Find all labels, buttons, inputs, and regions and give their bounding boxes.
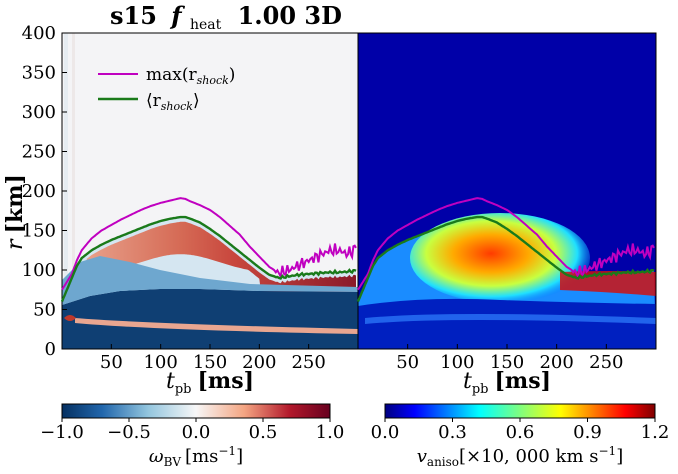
right-x-axis-label: tpb [ms] [463, 368, 551, 397]
title-f-subscript: heat [190, 17, 222, 33]
left-inner-blue-band [62, 289, 358, 349]
x-tick-label: 150 [490, 352, 524, 373]
left-x-axis-label: tpb [ms] [166, 368, 254, 397]
y-tick-label: 400 [22, 23, 56, 44]
x-tick-label: 200 [242, 352, 276, 373]
x-tick-label: 250 [291, 352, 325, 373]
y-tick-label: 150 [22, 221, 56, 242]
legend-max-shock-label: max(rshock) [146, 65, 235, 87]
colorbar-tick-label: −1.0 [40, 422, 84, 443]
title-model: s15 [110, 1, 157, 30]
right-colorbar-label: vaniso[×10, 000 km s−1] [417, 444, 623, 469]
colorbar-tick-label: 0.6 [506, 422, 535, 443]
x-tick-label: 150 [193, 352, 227, 373]
legend: max(rshock) ⟨rshock⟩ [98, 65, 235, 113]
left-colorbar: −1.0 −0.5 0.0 0.5 1.0 ωBV [ms−1] [40, 403, 344, 469]
left-early-streak [72, 33, 75, 283]
colorbar-tick-label: 0.0 [182, 422, 211, 443]
colorbar-tick-label: 1.0 [316, 422, 345, 443]
x-tick-label: 50 [100, 352, 123, 373]
right-inner-stripe [365, 314, 656, 324]
y-tick-label: 300 [22, 102, 56, 123]
x-tick-label: 50 [396, 352, 419, 373]
left-convective-region [86, 221, 356, 293]
y-tick-label: 100 [22, 260, 56, 281]
title-f-symbol: f [169, 1, 185, 30]
colorbar-tick-label: 1.2 [641, 422, 670, 443]
x-tick-label: 250 [589, 352, 623, 373]
left-colorbar-ticks: −1.0 −0.5 0.0 0.5 1.0 [40, 418, 344, 443]
y-tick-label: 250 [22, 142, 56, 163]
colorbar-tick-label: −0.5 [107, 422, 151, 443]
chart-title: s15 f heat 1.00 3D [110, 1, 342, 35]
left-panel-heatmap: max(rshock) ⟨rshock⟩ [60, 32, 359, 350]
right-max-shock-line [357, 197, 655, 291]
right-high-anisotropy-region [410, 213, 590, 303]
colorbar-tick-label: 0.0 [371, 422, 400, 443]
y-axis-ticks: 0 50 100 150 200 250 300 350 400 [22, 23, 67, 360]
right-panel-heatmap [356, 32, 657, 350]
legend-mean-shock-label: ⟨rshock⟩ [146, 91, 200, 113]
y-tick-label: 0 [45, 339, 56, 360]
left-colorbar-label: ωBV [ms−1] [149, 444, 243, 469]
colorbar-tick-label: 0.9 [573, 422, 602, 443]
x-tick-label: 100 [143, 352, 177, 373]
y-tick-label: 50 [33, 300, 56, 321]
x-tick-label: 200 [539, 352, 573, 373]
left-transition-band [62, 256, 358, 305]
right-lower-region [358, 298, 656, 349]
right-colorbar: 0.0 0.3 0.6 0.9 1.2 vaniso[×10, 000 km s−1] [371, 403, 670, 469]
right-colorbar-gradient [384, 403, 656, 419]
left-mean-shock-line [60, 215, 357, 303]
svg-text:s15 f heat 1: s15 f heat 1.00 3D [110, 1, 342, 35]
right-mean-shock-line [356, 215, 655, 303]
colorbar-tick-label: 0.5 [249, 422, 278, 443]
colorbar-tick-label: 0.3 [438, 422, 467, 443]
left-red-spot [64, 315, 76, 321]
y-axis-label: r[km] [2, 174, 28, 250]
left-pink-stripe [75, 318, 358, 334]
left-max-shock-line [61, 197, 357, 291]
x-tick-label: 100 [440, 352, 474, 373]
right-colorbar-ticks: 0.0 0.3 0.6 0.9 1.2 [371, 418, 670, 443]
left-early-streak [64, 33, 68, 293]
title-value: 1.00 3D [238, 1, 342, 30]
left-colorbar-gradient [61, 403, 331, 419]
y-tick-label: 350 [22, 63, 56, 84]
left-x-axis-ticks: 50 100 150 200 250 [100, 344, 326, 373]
y-tick-label: 200 [22, 181, 56, 202]
right-x-axis-ticks: 50 100 150 200 250 [396, 344, 624, 373]
